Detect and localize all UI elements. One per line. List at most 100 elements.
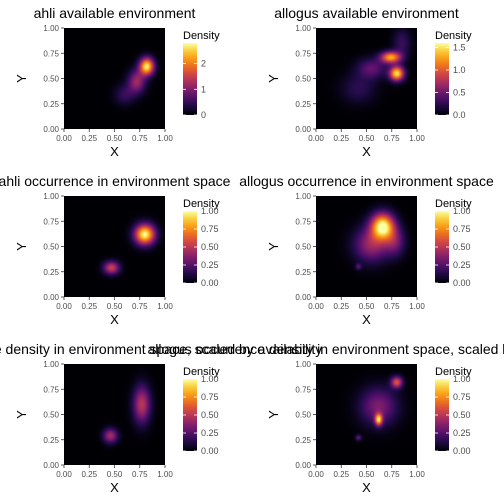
x-tick-label: 1.00 (409, 302, 425, 311)
y-tick-label: 0.75 (295, 385, 311, 394)
x-tick-label: 0.25 (333, 302, 349, 311)
colorbar-tick-label: 0.50 (453, 410, 471, 420)
colorbar-tick-label: 0.25 (201, 260, 219, 270)
colorbar (183, 43, 197, 115)
colorbar-tick-label: 0.75 (201, 224, 219, 234)
density-heatmap (316, 196, 417, 297)
y-axis-title: Y (266, 410, 281, 419)
y-tick-label: 0.25 (295, 268, 311, 277)
colorbar-tick-label: 0.25 (453, 428, 471, 438)
x-tick-label: 0.75 (384, 470, 400, 479)
x-axis-title: X (110, 312, 119, 327)
y-tick-label: 0.25 (43, 436, 59, 445)
x-tick-label: 0.50 (359, 302, 375, 311)
x-tick-label: 0.75 (132, 470, 148, 479)
panel-title: ahli occurrence density in environment s… (0, 341, 322, 357)
x-tick-label: 1.00 (157, 134, 173, 143)
colorbar-tick-label: 1 (201, 84, 206, 94)
x-tick-label: 0.75 (384, 134, 400, 143)
legend-title: Density (183, 366, 220, 378)
y-tick-label: 0.75 (43, 217, 59, 226)
colorbar (435, 379, 449, 451)
x-tick-label: 1.00 (157, 470, 173, 479)
y-tick-label: 0.50 (43, 75, 59, 84)
chart-panel-1: ahli available environment 0.00 0.25 0.50 0.… (14, 5, 220, 159)
colorbar-tick-label: 1.00 (201, 206, 219, 216)
x-tick-label: 0.75 (132, 302, 148, 311)
y-tick-label: 0.50 (43, 411, 59, 420)
x-axis-title: X (362, 144, 371, 159)
colorbar-tick-label: 1.5 (453, 43, 466, 53)
x-tick-label: 0.50 (359, 470, 375, 479)
colorbar-tick-label: 0.25 (453, 260, 471, 270)
colorbar (183, 379, 197, 451)
legend-title: Density (435, 366, 472, 378)
colorbar-tick-label: 1.0 (453, 65, 466, 75)
y-tick-label: 0.00 (295, 461, 311, 470)
legend-title: Density (435, 198, 472, 210)
y-tick-label: 0.75 (43, 49, 59, 58)
x-axis-title: X (110, 144, 119, 159)
x-tick-label: 0.75 (132, 134, 148, 143)
panel-title: ahli available environment (34, 5, 196, 21)
colorbar-tick-label: 0.50 (201, 242, 219, 252)
colorbar-tick-label: 0.0 (453, 110, 466, 120)
density-heatmap (64, 364, 165, 465)
colorbar-tick-label: 0.50 (453, 242, 471, 252)
panel-title: allogus occurrence in environment space (239, 173, 494, 189)
x-axis-title: X (110, 480, 119, 495)
x-tick-label: 0.00 (56, 302, 72, 311)
y-axis-title: Y (266, 242, 281, 251)
colorbar-tick-label: 0.75 (201, 392, 219, 402)
colorbar-tick-label: 0.00 (201, 446, 219, 456)
x-axis-title: X (362, 480, 371, 495)
x-tick-label: 0.25 (81, 470, 97, 479)
y-tick-label: 0.00 (295, 125, 311, 134)
colorbar-tick-label: 0.75 (453, 392, 471, 402)
x-tick-label: 0.50 (107, 302, 123, 311)
colorbar-tick-label: 0.00 (453, 278, 471, 288)
x-tick-label: 0.00 (56, 470, 72, 479)
colorbar-tick-label: 0.25 (201, 428, 219, 438)
colorbar-tick-label: 0.00 (453, 446, 471, 456)
x-tick-label: 0.50 (359, 134, 375, 143)
x-tick-label: 0.00 (308, 470, 324, 479)
y-tick-label: 0.25 (295, 100, 311, 109)
y-tick-label: 0.50 (295, 411, 311, 420)
chart-panel-5: ahli occurrence density in environment s… (0, 341, 322, 495)
colorbar-tick-label: 2 (201, 59, 206, 69)
y-tick-label: 0.00 (295, 293, 311, 302)
x-tick-label: 1.00 (409, 134, 425, 143)
x-tick-label: 0.25 (333, 470, 349, 479)
legend-title: Density (183, 30, 220, 42)
x-tick-label: 0.25 (81, 134, 97, 143)
colorbar (183, 211, 197, 283)
legend-title: Density (435, 30, 472, 42)
y-tick-label: 1.00 (43, 192, 59, 201)
y-tick-label: 0.00 (43, 461, 59, 470)
y-tick-label: 0.75 (295, 49, 311, 58)
y-tick-label: 1.00 (43, 24, 59, 33)
chart-panel-6: allogus occurrence density in environmen… (147, 341, 504, 495)
y-tick-label: 1.00 (295, 192, 311, 201)
panel-title: ahli occurrence in environment space (0, 173, 231, 189)
x-tick-label: 0.25 (81, 302, 97, 311)
density-heatmap (64, 28, 165, 129)
y-axis-title: Y (266, 74, 281, 83)
colorbar-tick-label: 0.00 (201, 278, 219, 288)
y-axis-title: Y (14, 74, 29, 83)
y-tick-label: 0.00 (43, 125, 59, 134)
density-heatmap (64, 196, 165, 297)
legend-title: Density (183, 198, 220, 210)
density-heatmap (316, 364, 417, 465)
x-tick-label: 0.00 (56, 134, 72, 143)
colorbar-tick-label: 0.5 (453, 88, 466, 98)
y-tick-label: 0.50 (295, 75, 311, 84)
panel-title: allogus occurrence density in environmen… (147, 341, 504, 357)
y-tick-label: 1.00 (295, 24, 311, 33)
y-axis-title: Y (14, 410, 29, 419)
panel-title: allogus available environment (274, 5, 459, 21)
y-tick-label: 0.25 (43, 268, 59, 277)
x-tick-label: 0.00 (308, 134, 324, 143)
y-tick-label: 0.75 (295, 217, 311, 226)
